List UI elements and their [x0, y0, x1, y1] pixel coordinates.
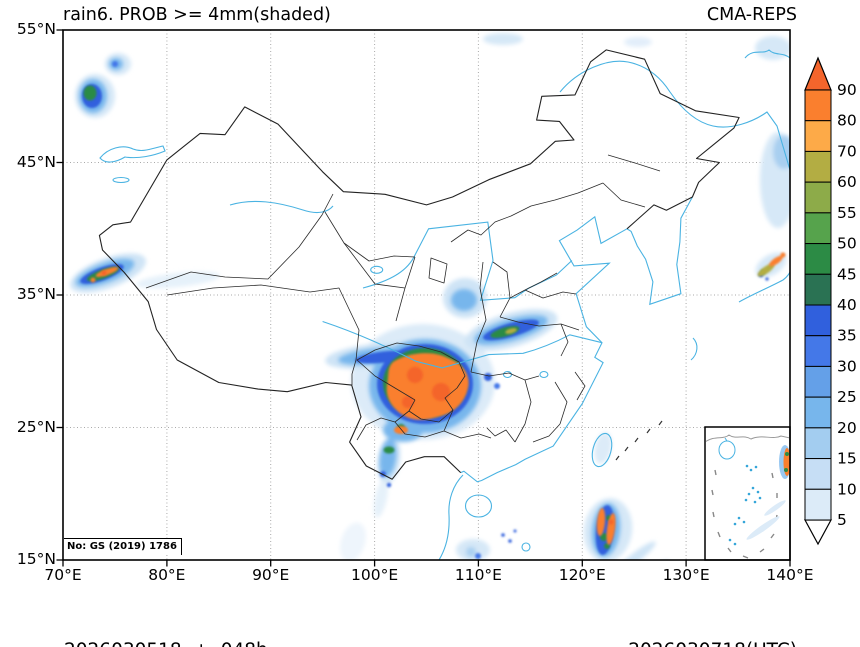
colorbar-tick-label: 70 [837, 142, 857, 160]
colorbar-tick-label: 80 [837, 112, 857, 130]
init-time-utc: 2026030518 + 048h [64, 638, 268, 647]
y-tick-label: 45°N [16, 152, 56, 171]
colorbar-tick-label: 5 [837, 511, 847, 529]
axis-ticks [56, 29, 791, 567]
footer-left: 2026030518 + 048h 2026030602 + 048h [64, 588, 268, 647]
colorbar-segment [804, 273, 832, 306]
x-tick-label: 130°E [662, 566, 710, 584]
colorbar-segment [804, 120, 832, 152]
x-tick-label: 120°E [558, 566, 606, 584]
map-license-label: No: GS (2019) 1786 [64, 538, 182, 555]
page-title: rain6. PROB >= 4mm(shaded) [63, 5, 331, 25]
colorbar-segment [804, 335, 832, 367]
colorbar-segment [804, 212, 832, 245]
x-tick-label: 100°E [350, 566, 399, 584]
colorbar-segment [804, 89, 832, 122]
colorbar-tick-label: 45 [837, 265, 857, 283]
colorbar-tick-label: 55 [837, 204, 857, 222]
colorbar-tick-label: 20 [837, 419, 857, 437]
y-tick-label: 35°N [16, 285, 56, 303]
colorbar-segment [804, 181, 832, 214]
province-borders [145, 154, 661, 443]
colorbar-tick-label: 90 [837, 81, 857, 99]
colorbar-tick-label: 30 [837, 357, 857, 375]
colorbar-segment [804, 458, 832, 490]
colorbar-segment [804, 488, 832, 521]
x-tick-label: 90°E [252, 566, 290, 584]
inset-south-china-sea [704, 426, 791, 561]
colorbar-arrow-bottom [803, 519, 833, 546]
colorbar-segment [804, 243, 832, 275]
x-tick-label: 70°E [44, 566, 82, 584]
valid-time-utc: 2026030718(UTC) [628, 638, 797, 647]
x-tick-label: 110°E [454, 566, 502, 584]
colorbar-tick-label: 40 [837, 296, 857, 314]
colorbar-tick-label: 35 [837, 327, 857, 345]
coastlines-rivers [99, 49, 790, 560]
colorbar-tick-label: 25 [837, 388, 857, 406]
colorbar: 90 80 70 60 55 50 45 40 35 30 25 20 15 10 5 [803, 56, 857, 546]
china-map-svg [56, 29, 791, 567]
colorbar-tick-label: 50 [837, 235, 857, 253]
x-tick-label: 80°E [148, 566, 186, 584]
model-name: CMA-REPS [706, 5, 797, 25]
footer-right: 2026030718(UTC) 2026030802(CST) [628, 588, 797, 647]
y-tick-label: 25°N [16, 417, 56, 436]
colorbar-segment [804, 427, 832, 460]
y-tick-label: 55°N [16, 20, 56, 38]
colorbar-segment [804, 396, 832, 429]
colorbar-tick-label: 15 [837, 450, 857, 468]
country-border [98, 49, 740, 480]
map-frame [62, 29, 791, 561]
grid-lines [63, 30, 790, 560]
colorbar-tick-label: 60 [837, 173, 857, 191]
island-dashes [615, 420, 663, 461]
colorbar-segment [804, 365, 832, 398]
colorbar-arrow-top [804, 56, 832, 91]
y-tick-label: 15°N [16, 550, 56, 568]
x-tick-label: 140°E [766, 566, 814, 584]
colorbar-segment [804, 304, 832, 337]
colorbar-segment [804, 150, 832, 183]
colorbar-tick-label: 10 [837, 480, 857, 498]
